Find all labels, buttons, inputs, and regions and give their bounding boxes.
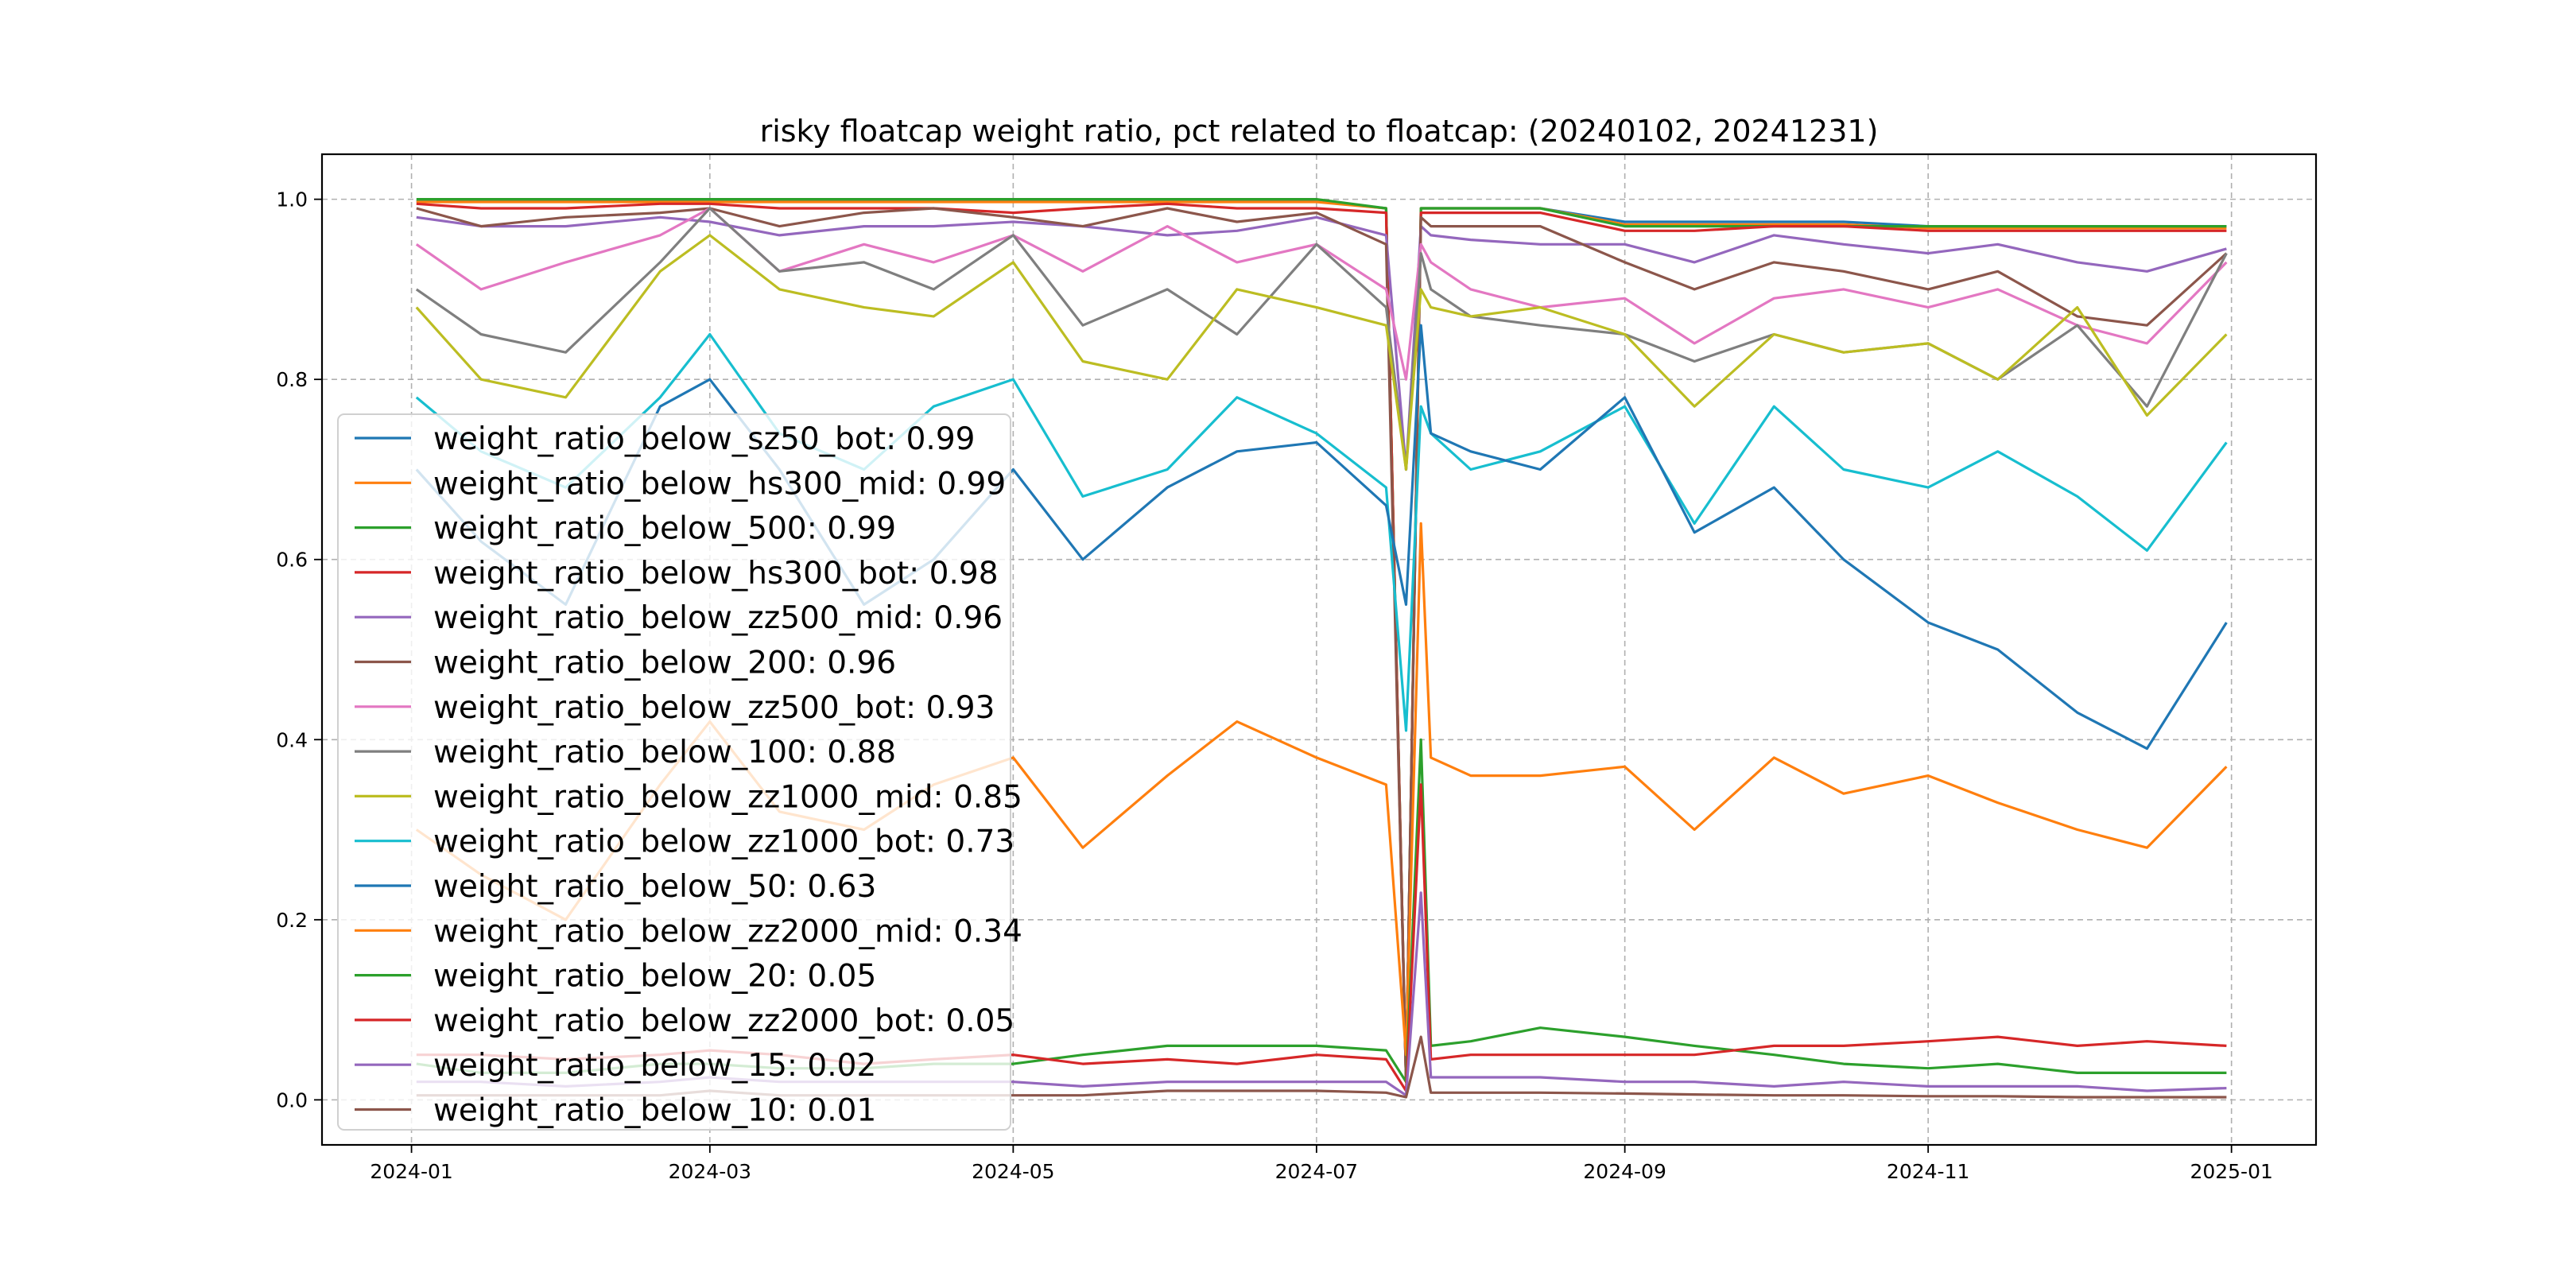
legend-label: weight_ratio_below_zz500_bot: 0.93	[433, 690, 995, 726]
series-line-9	[415, 332, 2228, 732]
legend: weight_ratio_below_sz50_bot: 0.99 weight_…	[337, 413, 1022, 1131]
legend-label: weight_ratio_below_200: 0.96	[433, 646, 896, 681]
legend-entry: weight_ratio_below_hs300_mid: 0.99	[355, 466, 1006, 502]
legend-label: weight_ratio_below_100: 0.88	[433, 735, 896, 770]
x-tick-label: 2024-09	[1583, 1160, 1666, 1183]
legend-entry: weight_ratio_below_hs300_bot: 0.98	[355, 556, 999, 592]
legend-label: weight_ratio_below_hs300_bot: 0.98	[433, 556, 999, 592]
legend-label: weight_ratio_below_10: 0.01	[433, 1093, 876, 1129]
legend-entry: weight_ratio_below_20: 0.05	[355, 959, 876, 995]
legend-entry: weight_ratio_below_500: 0.99	[355, 511, 896, 547]
legend-entry: weight_ratio_below_zz1000_mid: 0.85	[355, 779, 1022, 815]
x-tick-label: 2024-01	[370, 1160, 452, 1183]
chart-title: risky floatcap weight ratio, pct related…	[760, 114, 1879, 149]
legend-entry: weight_ratio_below_50: 0.63	[355, 869, 876, 905]
series-line-5	[416, 207, 2228, 1084]
legend-entry: weight_ratio_below_zz1000_bot: 0.73	[355, 824, 1014, 860]
y-axis: 0.0 0.2 0.4 0.6 0.8 1.0	[276, 188, 322, 1111]
legend-label: weight_ratio_below_hs300_mid: 0.99	[433, 466, 1006, 502]
x-tick-label: 2025-01	[2190, 1160, 2272, 1183]
legend-entry: weight_ratio_below_200: 0.96	[355, 646, 896, 681]
legend-label: weight_ratio_below_sz50_bot: 0.99	[433, 421, 975, 457]
x-tick-label: 2024-11	[1887, 1160, 1969, 1183]
legend-entry: weight_ratio_below_zz2000_bot: 0.05	[355, 1003, 1014, 1039]
legend-label: weight_ratio_below_zz1000_mid: 0.85	[433, 779, 1022, 815]
legend-label: weight_ratio_below_500: 0.99	[433, 511, 896, 547]
x-tick-label: 2024-03	[669, 1160, 751, 1183]
legend-label: weight_ratio_below_zz2000_mid: 0.34	[433, 914, 1022, 949]
series-line-8	[415, 234, 2228, 471]
series-line-4	[416, 215, 2227, 471]
x-tick-label: 2024-05	[972, 1160, 1054, 1183]
legend-entry: weight_ratio_below_zz500_bot: 0.93	[355, 690, 995, 726]
legend-entry: weight_ratio_below_zz500_mid: 0.96	[355, 600, 1003, 636]
legend-entry: weight_ratio_below_zz2000_mid: 0.34	[355, 914, 1022, 949]
legend-box	[337, 413, 1011, 1131]
legend-entry: weight_ratio_below_100: 0.88	[355, 735, 896, 770]
legend-label: weight_ratio_below_zz1000_bot: 0.73	[433, 824, 1014, 860]
y-tick-label: 0.6	[276, 549, 308, 572]
legend-entry: weight_ratio_below_sz50_bot: 0.99	[355, 421, 975, 457]
x-tick-label: 2024-07	[1275, 1160, 1358, 1183]
legend-label: weight_ratio_below_15: 0.02	[433, 1048, 876, 1084]
y-tick-label: 0.4	[276, 728, 308, 751]
y-tick-label: 0.2	[276, 909, 308, 932]
legend-entry: weight_ratio_below_15: 0.02	[355, 1048, 876, 1084]
legend-label: weight_ratio_below_50: 0.63	[433, 869, 876, 905]
plot-frame	[320, 153, 2318, 1146]
y-tick-label: 0.8	[276, 368, 308, 391]
x-axis: 2024-01 2024-03 2024-05 2024-07 2024-09 2024-…	[370, 1145, 2273, 1183]
y-tick-label: 1.0	[276, 188, 308, 211]
legend-entry: weight_ratio_below_10: 0.01	[355, 1093, 876, 1129]
y-tick-label: 0.0	[276, 1088, 308, 1111]
legend-label: weight_ratio_below_zz500_mid: 0.96	[433, 600, 1003, 636]
legend-label: weight_ratio_below_20: 0.05	[433, 959, 876, 995]
legend-label: weight_ratio_below_zz2000_bot: 0.05	[433, 1003, 1014, 1039]
